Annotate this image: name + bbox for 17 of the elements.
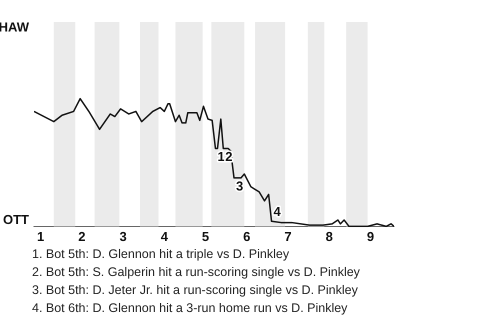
x-tick-label: 5	[202, 228, 210, 244]
x-tick-label: 1	[36, 228, 44, 244]
x-tick-label: 2	[78, 228, 86, 244]
text: 1. Bot 5th: D. Glennon hit a triple vs D. Pinkley	[32, 246, 290, 263]
annotation: 4	[274, 204, 282, 219]
x-tick-label: 9	[366, 228, 374, 244]
annotation: 1	[217, 149, 225, 164]
text: OTT	[3, 212, 30, 227]
x-tick-label: 3	[119, 228, 127, 244]
annotation: 3	[236, 178, 244, 194]
x-tick-label: 7	[284, 228, 292, 244]
x-tick-label: 8	[326, 228, 333, 244]
x-tick-label: 4	[160, 228, 169, 244]
text: 3. Bot 5th: D. Jeter Jr. hit a run-scoring single vs D. Pinkley	[32, 282, 359, 299]
x-tick-label: 6	[243, 228, 250, 244]
text: 4. Bot 6th: D. Glennon hit a 3-run home run vs D. Pinkley	[32, 300, 348, 317]
text: 2. Bot 5th: S. Galperin hit a run-scoring single vs D. Pinkley	[32, 264, 360, 281]
